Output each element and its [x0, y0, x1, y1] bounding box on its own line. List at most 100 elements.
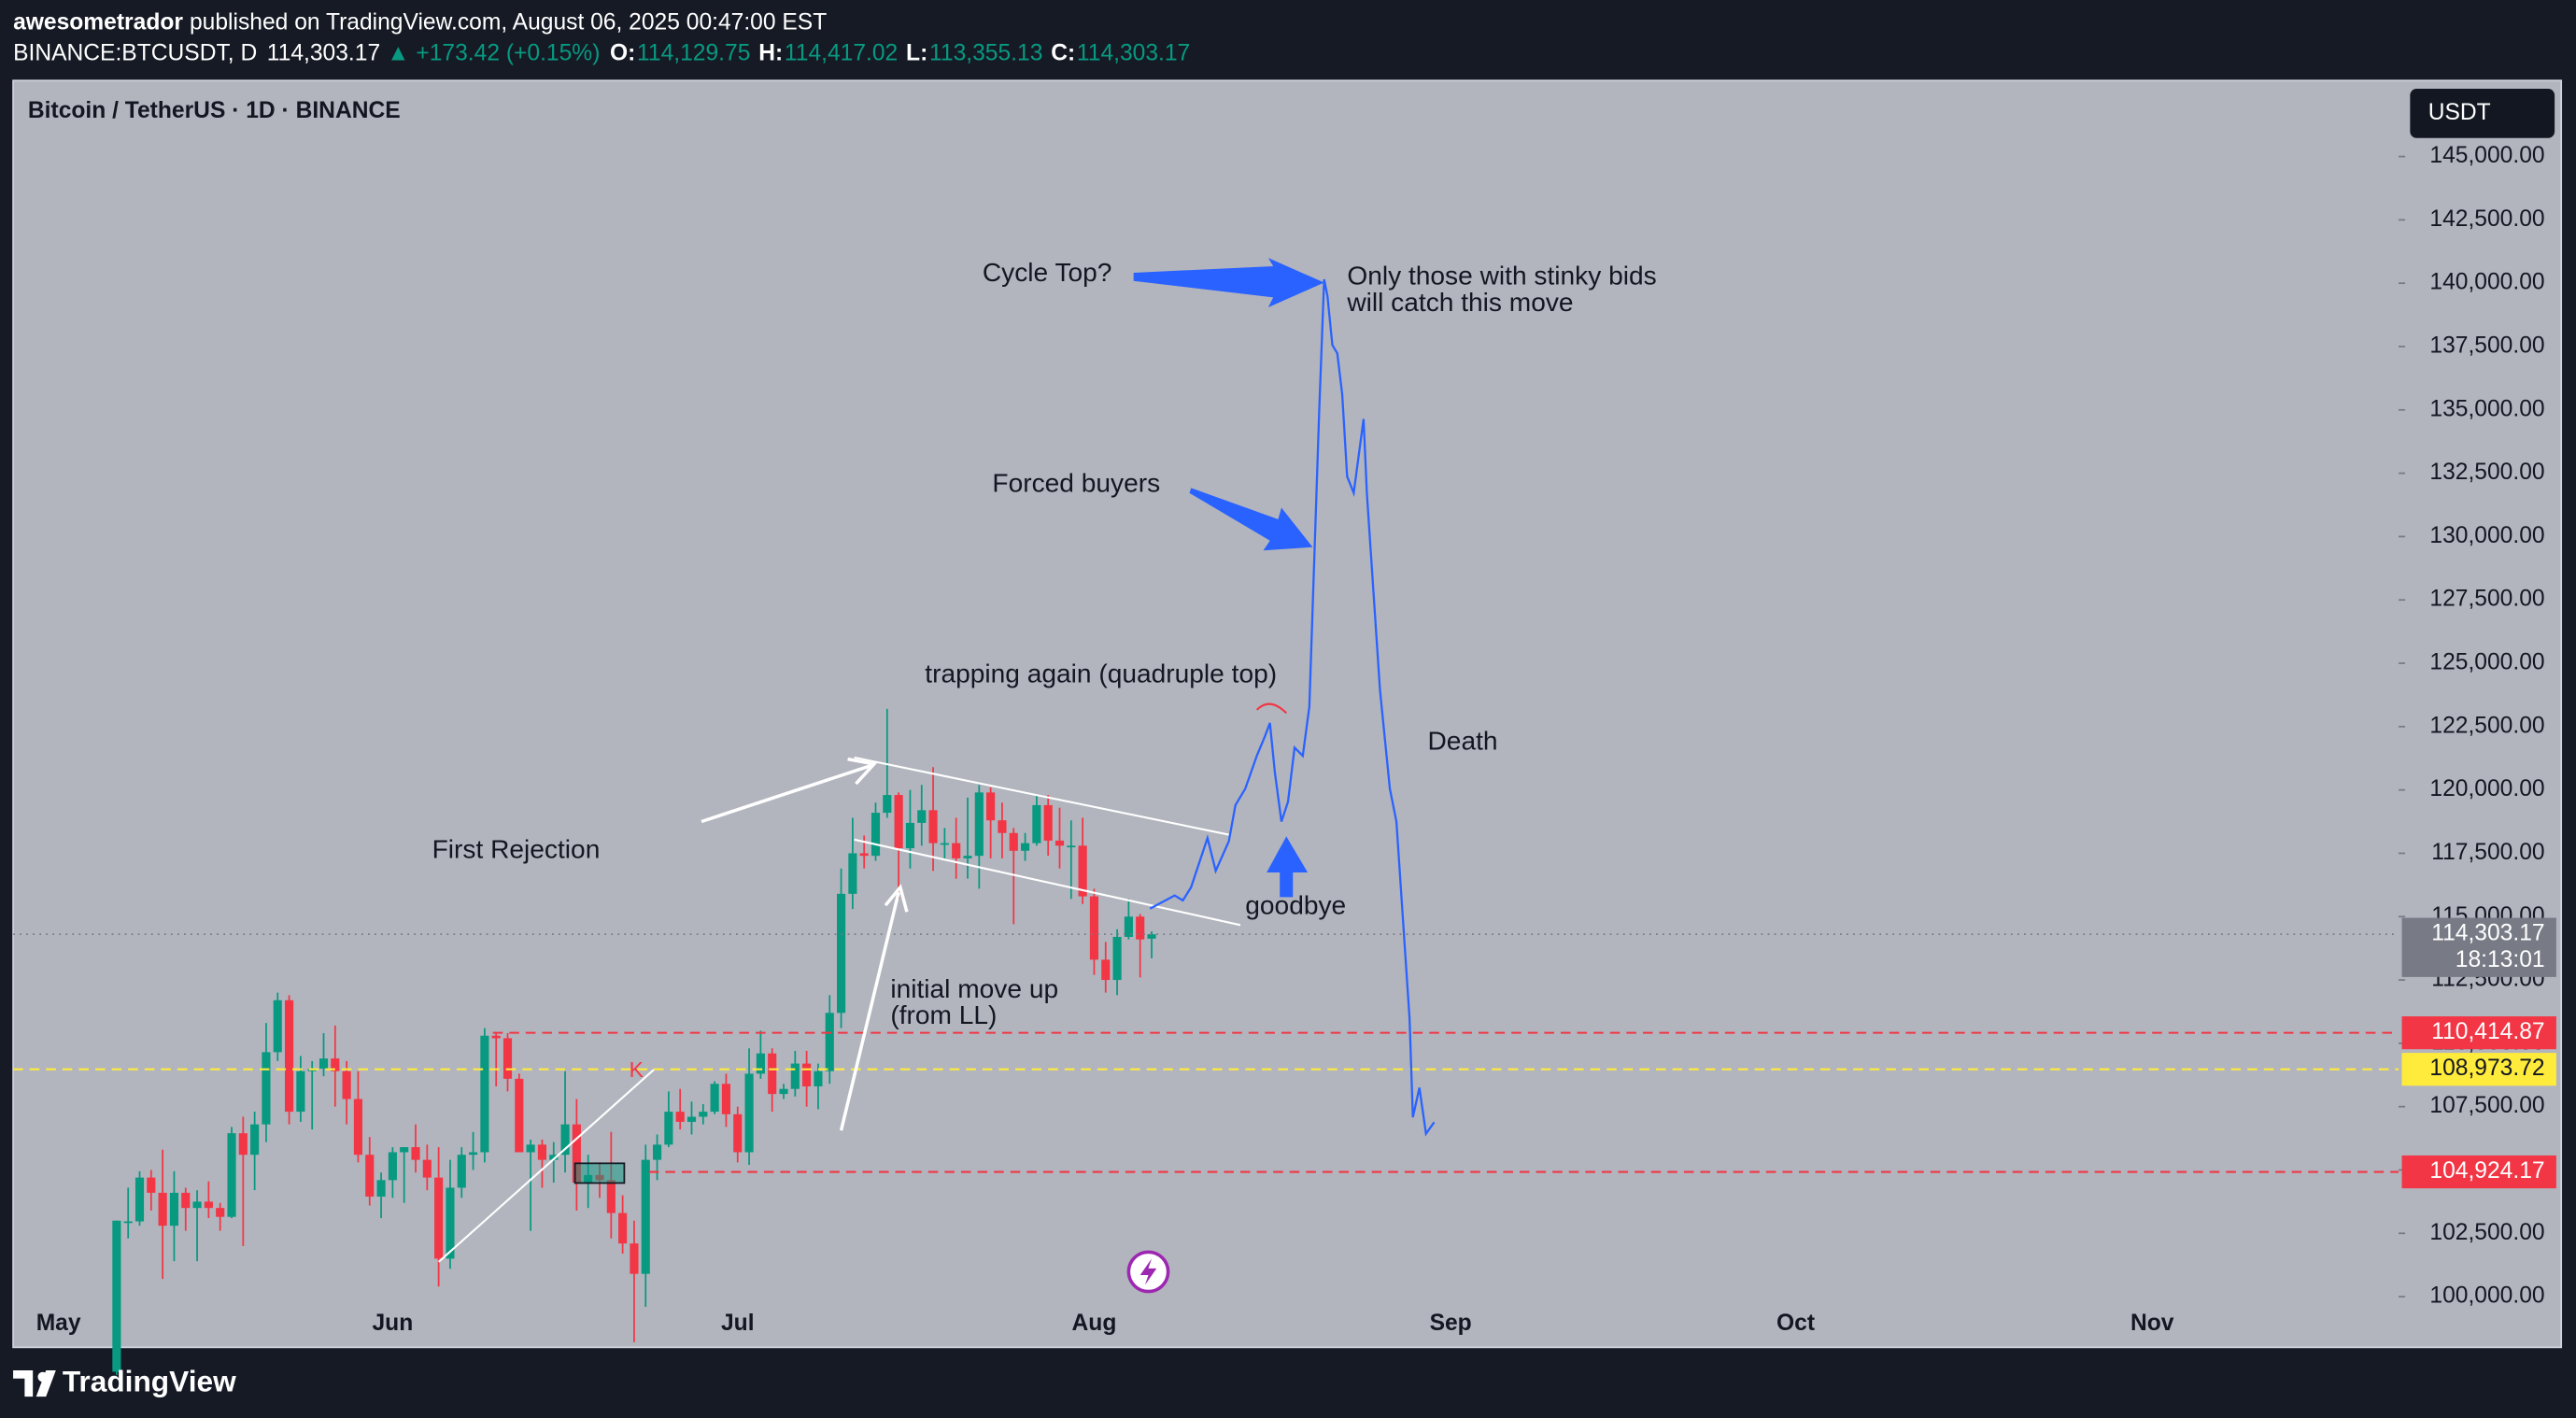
candle-body: [641, 1159, 650, 1274]
header-item: O:: [610, 41, 635, 66]
candle-body: [112, 1220, 121, 1372]
annotation: trapping again (quadruple top): [925, 659, 1277, 688]
candle-body: [630, 1243, 639, 1274]
candle-body: [870, 813, 881, 857]
candle-body: [572, 1124, 581, 1184]
candle-body: [192, 1201, 202, 1209]
candle-body: [699, 1112, 708, 1117]
y-tick-label: 122,500.00: [2429, 713, 2544, 738]
header-item: 114,417.02: [785, 41, 898, 66]
candle-body: [502, 1038, 513, 1079]
price-axis: 100,000.00102,500.00105,000.00107,500.00…: [2399, 143, 2556, 1309]
x-tick-label: Oct: [1776, 1311, 1815, 1336]
candle-body: [446, 1187, 455, 1259]
level-box: [2401, 1155, 2556, 1189]
level-label: 110,414.87: [2431, 1019, 2544, 1044]
y-tick-label: 100,000.00: [2429, 1283, 2544, 1309]
x-tick-label: Aug: [1072, 1311, 1117, 1336]
symbol-line: BINANCE:BTCUSDT, D 114,303.17 ▲ +173.42 (+…: [13, 41, 1190, 66]
candle-body: [1078, 845, 1087, 897]
candle-body: [744, 1073, 754, 1153]
candle-body: [468, 1152, 478, 1156]
candle-body: [963, 856, 972, 858]
candle-body: [905, 822, 915, 849]
candle-body: [1054, 840, 1065, 846]
candle-body: [606, 1180, 616, 1213]
candle-body: [434, 1177, 444, 1259]
candle-body: [216, 1208, 225, 1217]
header-item: BINANCE:BTCUSDT, D: [13, 41, 257, 66]
y-tick-label: 135,000.00: [2429, 396, 2544, 421]
candle-body: [986, 792, 996, 821]
arrow-stem: [1280, 871, 1294, 898]
candle-body: [721, 1084, 731, 1114]
projection-path: [1149, 278, 1436, 1137]
candle-body: [836, 893, 846, 1014]
candle-body: [733, 1113, 743, 1153]
candle-body: [859, 853, 869, 857]
level-label: 104,924.17: [2429, 1158, 2544, 1184]
candle-body: [262, 1052, 271, 1125]
candle-body: [376, 1180, 386, 1197]
candle-body: [560, 1124, 570, 1156]
candle-body: [1136, 916, 1145, 940]
marker: K: [630, 1057, 644, 1082]
time-axis: May Jun Jul Aug Sep Oct Nov: [36, 1311, 2174, 1336]
candle-body: [515, 1078, 524, 1153]
x-tick-label: May: [36, 1311, 81, 1336]
arrow: [701, 764, 871, 824]
box: [573, 1162, 626, 1184]
candle-body: [664, 1112, 673, 1145]
candle-body: [952, 843, 961, 858]
annotation: Forced buyers: [992, 468, 1160, 497]
plot: [13, 708, 2399, 1376]
author: awesometrador: [13, 9, 183, 35]
candle-body: [1009, 832, 1018, 851]
candle-body: [365, 1155, 375, 1197]
candle-body: [331, 1058, 340, 1071]
arrow: [1267, 836, 1309, 873]
candle-body: [940, 843, 949, 845]
arrow-head: [847, 757, 878, 786]
candle-body: [686, 1116, 697, 1122]
y-tick-label: 107,500.00: [2429, 1093, 2544, 1118]
drawings: [437, 258, 1436, 1294]
candle-body: [894, 795, 903, 849]
arrow: [1189, 488, 1313, 551]
candle-body: [652, 1144, 662, 1160]
current-price-label: 114,303.17: [2431, 921, 2544, 946]
candle-body: [1089, 896, 1099, 960]
y-tick-label: 102,500.00: [2429, 1220, 2544, 1245]
candle-body: [457, 1155, 466, 1188]
annotations: Cycle Top? Only those with stinky bidswil…: [432, 258, 1657, 1082]
annotation: initial move up: [890, 974, 1058, 1003]
currency[interactable]: USDT: [2428, 100, 2491, 125]
candle-body: [928, 810, 938, 844]
candle-body: [974, 792, 984, 857]
y-tick-label: 140,000.00: [2429, 270, 2544, 295]
currency-button[interactable]: [2410, 89, 2555, 138]
y-tick-label: 125,000.00: [2429, 650, 2544, 675]
candle-body: [618, 1212, 628, 1244]
x-tick-label: Sep: [1430, 1311, 1472, 1336]
candle-body: [814, 1071, 823, 1086]
arc: [1255, 702, 1287, 715]
candle-body: [491, 1035, 501, 1039]
y-tick-label: 127,500.00: [2429, 587, 2544, 612]
candle-body: [710, 1084, 719, 1113]
annotation: goodbye: [1245, 890, 1346, 919]
brand: TradingView: [63, 1364, 236, 1397]
candle-body: [400, 1147, 409, 1153]
annotation: Death: [1428, 726, 1498, 755]
header-item: 113,355.13: [929, 41, 1042, 66]
arrow: [1133, 258, 1324, 307]
candle-body: [779, 1088, 788, 1095]
candle-body: [790, 1063, 800, 1089]
current-price-box: [2401, 917, 2556, 977]
candle-body: [284, 1000, 294, 1113]
candle-body: [802, 1063, 812, 1086]
candle-body: [169, 1192, 179, 1227]
annotation: (from LL): [890, 1000, 997, 1029]
y-tick-label: 120,000.00: [2429, 776, 2544, 801]
candle-body: [388, 1152, 397, 1181]
